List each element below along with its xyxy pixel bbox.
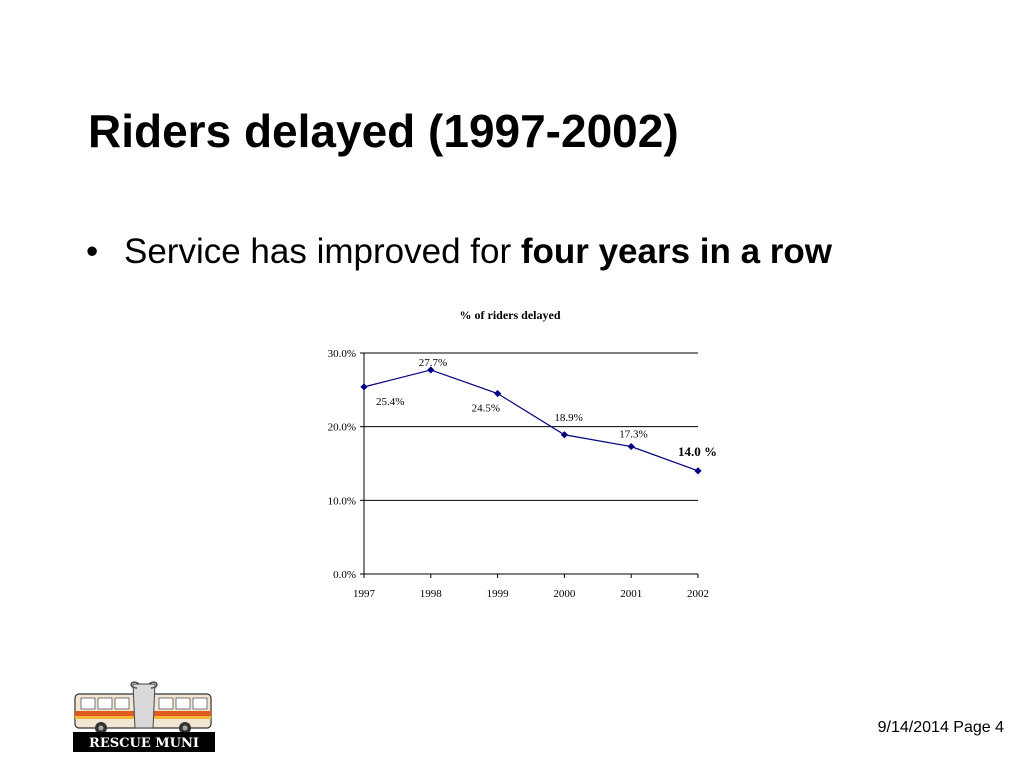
bullet-point: • Service has improved for four years in … [86,232,832,272]
chart-title: % of riders delayed [460,308,561,322]
bullet-bold-text: four years in a row [520,232,833,271]
data-point [560,431,568,439]
bullet-icon: • [86,232,99,271]
bullet-text: Service has improved for [124,232,521,271]
footer-date-page: 9/14/2014 Page 4 [877,719,1004,736]
x-tick-label: 2000 [553,588,576,600]
data-label: 14.0 % [678,444,717,459]
data-label: 18.9% [554,412,582,424]
logo-text: RESCUE MUNI [89,736,199,751]
x-tick-label: 1998 [420,588,443,600]
y-tick-label: 0.0% [333,569,356,581]
x-tick-label: 1997 [353,588,376,600]
rescue-muni-logo: RESCUE MUNI [73,681,215,752]
data-point [360,383,368,391]
y-tick-label: 10.0% [328,495,356,507]
slide-title: Riders delayed (1997-2002) [88,105,679,157]
data-point [627,442,635,451]
series-line [363,369,699,472]
data-label: 25.4% [376,396,404,408]
data-label: 17.3% [619,429,647,441]
line-chart: % of riders delayed 0.0% 10.0% 20.0% 30.0% 1… [328,308,717,600]
data-point [694,467,702,475]
y-tick-label: 20.0% [328,422,356,434]
data-label: 27.7% [419,357,447,369]
data-point [494,389,502,398]
y-tick-label: 30.0% [328,348,356,360]
x-tick-label: 2002 [687,588,709,600]
data-label: 24.5% [472,403,500,415]
x-tick-label: 1999 [487,588,510,600]
x-tick-label: 2001 [620,588,642,600]
